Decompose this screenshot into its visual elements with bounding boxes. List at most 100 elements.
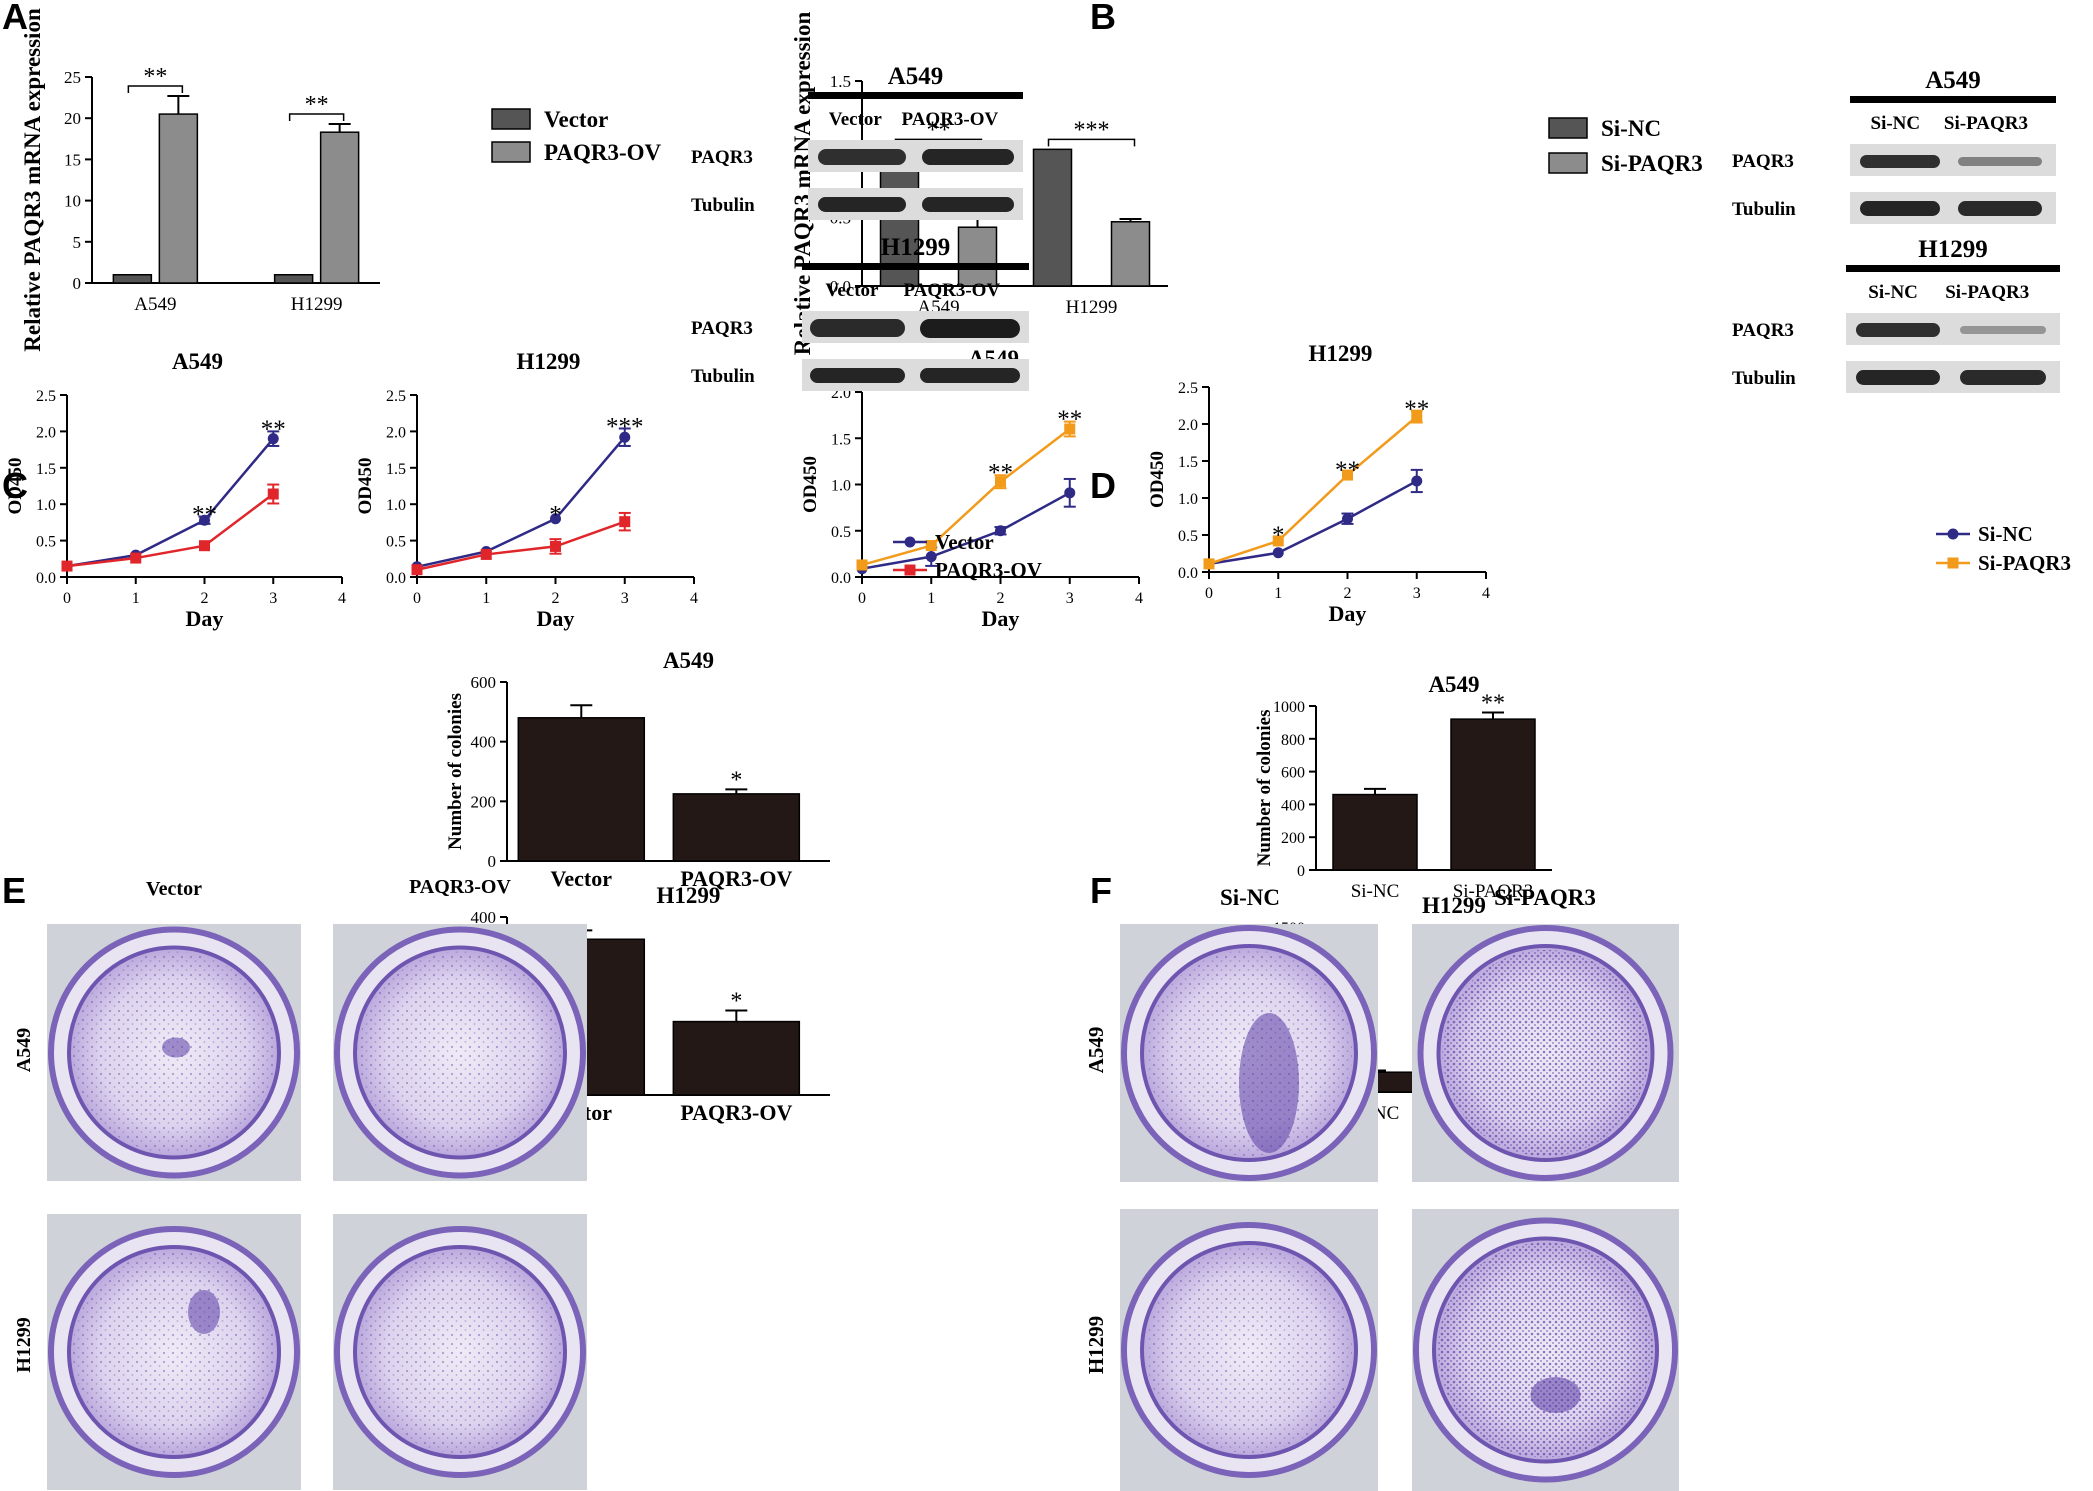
C-legend-marker: [904, 536, 916, 548]
C2-ytick-label: 1.0: [386, 497, 406, 514]
C-legend-marker: [904, 564, 916, 576]
panel-label-b: B: [1090, 0, 1116, 37]
B-bar-H1299-Si-PAQR3: [1110, 221, 1151, 287]
E1-bar-Vector-colonies: [517, 717, 646, 862]
dish-E-A549-vector-stain: [162, 1037, 190, 1058]
C1-sig-label: **: [192, 501, 217, 528]
F1-category-label: Si-PAQR3: [1453, 881, 1534, 902]
C1-ytick-label: 2.0: [36, 424, 56, 441]
E2-category-label: PAQR3-OV: [680, 1100, 792, 1125]
C2-line-PAQR3-OV: [416, 520, 626, 571]
A-ytick-label: 15: [64, 150, 81, 169]
band-A549-ov-tubulin: [922, 197, 1014, 212]
B-ytick-label: 0.0: [830, 277, 851, 296]
dish-F-H1299-si-stain: [1530, 1377, 1581, 1413]
F1-bar-Si-NC-colonies: [1332, 793, 1418, 871]
B-H1299-row-label: Tubulin: [1732, 368, 1796, 389]
F1-ytick-label: 200: [1281, 830, 1305, 847]
A-H1299-blot-bar: [802, 263, 1029, 270]
C1-ytick-label: 1.0: [36, 497, 56, 514]
chart-A: 0 5 10 15 20 25 Relative PAQR3 mRNA expression…: [20, 8, 380, 352]
panel-label-c: C: [2, 465, 28, 506]
B-sig-label: ***: [1074, 117, 1110, 143]
A-bar-H1299-Vector: [273, 274, 314, 284]
C2-point-PAQR3-OV: [550, 540, 561, 552]
A-sig-bracket: [288, 113, 345, 121]
B-ylabel: Relative PAQR3 mRNA expression: [790, 12, 815, 356]
F1-ytick-label: 1000: [1273, 699, 1305, 716]
D1-line-Si-PAQR3: [861, 428, 1071, 567]
D1-line-Si-NC: [861, 491, 1071, 570]
D2-point-Si-NC: [1272, 547, 1284, 559]
A-ytick-label: 25: [64, 68, 81, 87]
D2-ytick-label: 0.0: [1178, 565, 1198, 582]
D2-sig-label: **: [1404, 396, 1429, 423]
D2-ytick-label: 2.5: [1178, 380, 1198, 397]
C1-title: A549: [172, 349, 223, 374]
A-bar-A549-PAQR3-OV: [158, 113, 199, 284]
D1-xtick-label: 2: [997, 590, 1005, 607]
D2-xtick-label: 3: [1413, 585, 1421, 602]
dish-E-H1299-ov: [333, 1214, 587, 1490]
B-ytick-label: 1.5: [830, 72, 851, 91]
E1-ytick-label: 600: [471, 673, 497, 692]
B-legend-label: Si-NC: [1601, 116, 1661, 141]
B-H1299-row-label: PAQR3: [1732, 320, 1794, 341]
plate-F-col-label: Si-PAQR3: [1494, 885, 1596, 910]
panel-label-a: A: [2, 0, 28, 37]
C1-ytick-label: 2.5: [36, 388, 56, 405]
A-A549-row-label: Tubulin: [691, 195, 755, 216]
A-H1299-row-label: PAQR3: [691, 318, 753, 339]
B-sig-label: **: [927, 117, 951, 143]
B-bar-A549-Si-PAQR3: [957, 226, 998, 287]
E2-ytick-label: 400: [471, 908, 497, 927]
C1-ylabel: OD450: [5, 458, 26, 515]
C2-point-Vector: [619, 431, 631, 443]
B-category-label: H1299: [1066, 297, 1118, 318]
A-ylabel: Relative PAQR3 mRNA expression: [20, 8, 45, 352]
D1-point-Si-PAQR3: [1064, 423, 1076, 435]
B-H1299-lane-label: Si-PAQR3: [1945, 282, 2029, 303]
chart-C1: 0.0 0.5 1.0 1.5 2.0 2.5 OD450 0 1 2 3 4 Day A549 ** **: [5, 349, 346, 631]
A-bar-H1299-PAQR3-OV: [319, 131, 360, 284]
D1-ylabel: OD450: [800, 456, 821, 513]
E1-ytick-label: 400: [471, 733, 497, 752]
D1-ytick-label: 1.0: [831, 478, 851, 495]
plate-F-row-label: A549: [1084, 1027, 1108, 1074]
E1-bar-PAQR3-OV-colonies: [672, 793, 801, 862]
B-A549-row-label: PAQR3: [1732, 151, 1794, 172]
C1-xtick-label: 3: [269, 590, 277, 607]
C1-xtick-label: 0: [63, 590, 71, 607]
A-sig-bracket: [127, 85, 184, 93]
B-A549-blot-title: A549: [1925, 67, 1981, 94]
A-legend-label: PAQR3-OV: [544, 140, 662, 165]
E1-category-label: PAQR3-OV: [680, 866, 792, 891]
band-A549-sinc-paqr3: [1860, 155, 1940, 168]
F1-ytick-label: 0: [1297, 863, 1305, 880]
D2-sig-label: **: [1335, 457, 1360, 484]
F1-bar-Si-PAQR3-colonies: [1450, 718, 1536, 871]
A-H1299-lane-label: PAQR3-OV: [903, 280, 1000, 301]
C1-point-Vector: [199, 514, 210, 526]
C2-xtick-label: 1: [482, 590, 490, 607]
D2-title: H1299: [1309, 341, 1373, 366]
E2-title: H1299: [657, 883, 721, 908]
band-A549-ov-paqr3: [922, 149, 1014, 165]
C2-ytick-label: 1.5: [386, 461, 406, 478]
C1-line-PAQR3-OV: [66, 493, 275, 568]
C1-ytick-label: 0.5: [36, 534, 56, 551]
D2-point-Si-NC: [1411, 475, 1423, 487]
D2-ytick-label: 1.5: [1178, 454, 1198, 471]
plate-E-row-label: H1299: [13, 1317, 35, 1373]
D2-ytick-label: 2.0: [1178, 417, 1198, 434]
C-legend-label: PAQR3-OV: [935, 558, 1042, 582]
B-A549-row-label: Tubulin: [1732, 199, 1796, 220]
C2-ytick-label: 0.0: [386, 570, 406, 587]
B-sig-bracket: [1047, 138, 1136, 147]
dish-F-A549-sinc: [1120, 924, 1378, 1182]
D-legend-marker: [1947, 557, 1959, 569]
